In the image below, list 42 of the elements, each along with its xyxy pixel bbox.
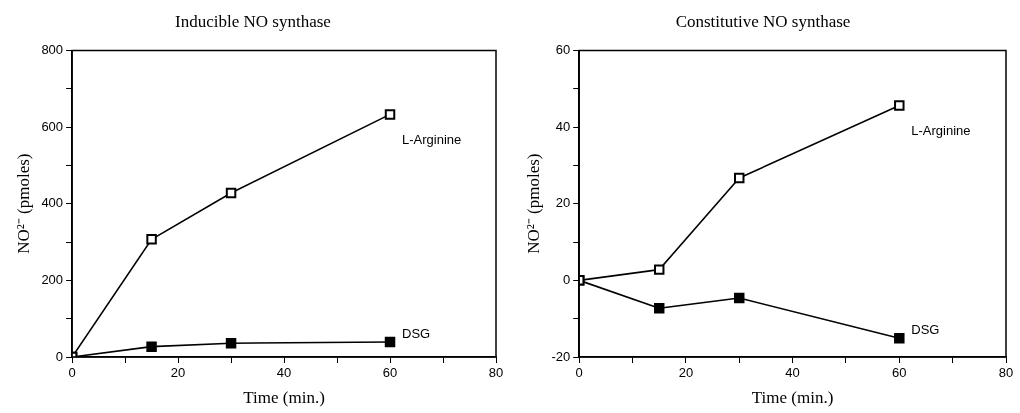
series-label: L-Arginine xyxy=(402,131,462,147)
x-tick-label: 20 xyxy=(678,365,694,381)
x-tick-label: 20 xyxy=(170,365,186,381)
point xyxy=(734,292,745,304)
series-label: DSG xyxy=(402,325,431,341)
x-tick-label: 80 xyxy=(998,365,1014,381)
chart-title: Inducible NO synthase xyxy=(175,11,331,31)
y-tick-label: 200 xyxy=(41,271,64,287)
point xyxy=(653,264,665,275)
point xyxy=(653,303,665,314)
point xyxy=(384,336,396,348)
x-tick-label: 40 xyxy=(785,365,800,381)
y-tick-label: 0 xyxy=(562,271,571,287)
y-tick-label: -20 xyxy=(551,348,571,364)
point xyxy=(146,234,157,245)
chart-title: Constitutive NO synthase xyxy=(675,11,851,31)
point xyxy=(384,109,396,120)
y-tick-label: 800 xyxy=(41,41,64,57)
point xyxy=(146,341,157,352)
x-tick-label: 80 xyxy=(488,365,504,381)
y-tick-label: 600 xyxy=(41,118,64,134)
y-tick-label: 60 xyxy=(555,41,571,57)
y-tick-label: 40 xyxy=(555,118,571,134)
y-tick-label: 0 xyxy=(55,348,64,364)
point xyxy=(225,187,237,199)
series-label: DSG xyxy=(911,321,940,337)
y-axis-title: NO²⁻ (pmoles) xyxy=(523,153,543,254)
point xyxy=(894,332,905,344)
point xyxy=(894,100,905,111)
x-tick-label: 40 xyxy=(276,365,292,381)
x-axis-title: Time (min.) xyxy=(751,388,834,408)
point xyxy=(225,337,237,349)
y-tick-label: 400 xyxy=(41,195,64,211)
x-tick-label: 0 xyxy=(68,365,76,381)
x-axis-title: Time (min.) xyxy=(243,388,325,408)
x-tick-label: 60 xyxy=(892,365,907,381)
y-axis-title: NO²⁻ (pmoles) xyxy=(13,153,33,254)
point xyxy=(734,172,745,184)
series-label: L-Arginine xyxy=(911,123,971,139)
x-tick-label: 0 xyxy=(575,365,583,381)
x-tick-label: 60 xyxy=(382,365,398,381)
y-tick-label: 20 xyxy=(555,195,571,211)
